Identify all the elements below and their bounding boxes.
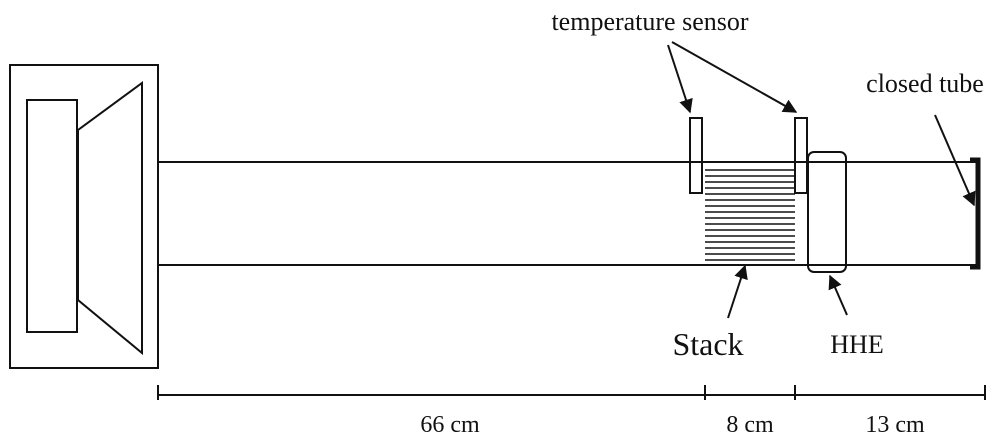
- arrow-closed-tube: [934, 114, 976, 207]
- label-temperature-sensor: temperature sensor: [551, 7, 748, 36]
- speaker-box: [9, 64, 159, 369]
- speaker-magnet: [26, 99, 78, 333]
- stack: [705, 169, 795, 261]
- hhe-block: [807, 151, 847, 273]
- arrow-sensor-1: [667, 44, 693, 114]
- dimension-label: 66 cm: [420, 412, 480, 438]
- label-closed-tube: closed tube: [866, 69, 984, 98]
- sensor-2: [794, 117, 808, 194]
- arrow-stack: [727, 264, 748, 319]
- dimension-label: 8 cm: [726, 412, 774, 438]
- arrow-hhe: [828, 274, 848, 316]
- speaker-cone: [77, 81, 143, 356]
- dimension-label: 13 cm: [865, 412, 925, 438]
- label-stack: Stack: [672, 326, 743, 362]
- arrow-sensor-2: [671, 41, 798, 113]
- label-hhe: HHE: [830, 330, 883, 359]
- closed-end: [970, 157, 981, 270]
- sensor-1: [689, 117, 703, 194]
